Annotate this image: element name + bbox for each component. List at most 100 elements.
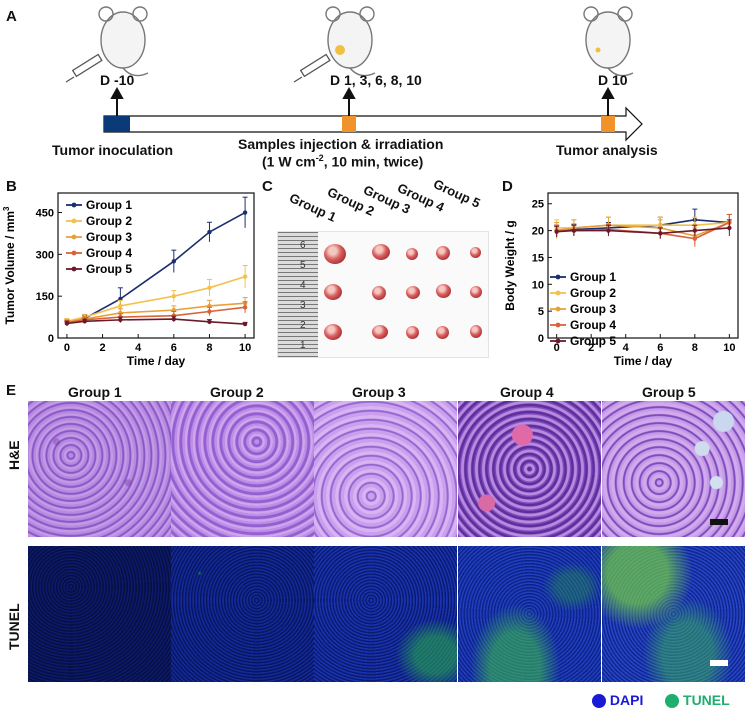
legend-marker — [555, 290, 561, 296]
data-point — [242, 274, 248, 279]
tumor — [436, 326, 449, 339]
column-header-group-5: Group 5 — [642, 384, 696, 400]
y-tick-label: 25 — [532, 199, 544, 211]
panel-letter-a: A — [6, 8, 17, 25]
x-axis-label: Time / day — [127, 354, 186, 368]
y-tick-label: 0 — [48, 333, 54, 345]
data-point — [207, 319, 212, 325]
legend-marker — [71, 250, 77, 256]
x-tick-label: 8 — [206, 342, 212, 354]
ruler-mark: 1 — [300, 340, 306, 351]
panel-letter-b: B — [6, 178, 17, 195]
y-tick-label: 20 — [532, 226, 544, 238]
row-label-he: H&E — [6, 440, 22, 470]
legend-label: Group 5 — [86, 262, 132, 276]
series-line-3 — [66, 302, 246, 323]
ruler-mark: 6 — [300, 240, 306, 251]
legend-label: Group 4 — [570, 318, 616, 332]
panel-letter-e: E — [6, 382, 17, 399]
data-point — [207, 229, 212, 235]
timeline-diagram — [65, 6, 643, 142]
y-tick-label: 0 — [538, 333, 544, 345]
micrograph-he-group-3 — [314, 401, 457, 537]
x-tick-label: 6 — [171, 342, 177, 354]
data-point — [606, 228, 611, 233]
label-irradiation-conditions: (1 W cm-2, 10 min, twice) — [262, 153, 424, 170]
ruler — [278, 232, 318, 357]
marker-day-10: D 10 — [598, 72, 628, 88]
micrograph-he-group-2 — [171, 401, 314, 537]
x-tick-label: 2 — [99, 342, 105, 354]
panel-letter-d: D — [502, 178, 513, 195]
data-point — [692, 236, 698, 241]
tumor — [436, 284, 451, 298]
legend-marker — [71, 202, 77, 208]
timeline-start-segment — [104, 116, 130, 132]
micrograph-he-group-4 — [458, 401, 601, 537]
legend-marker — [555, 322, 561, 328]
micrograph-tunel-group-2 — [171, 546, 314, 682]
ruler-mark: 4 — [300, 280, 306, 291]
column-header-group-1: Group 1 — [68, 384, 122, 400]
y-axis-label: Body Weight / g — [503, 220, 517, 310]
x-tick-label: 10 — [239, 342, 251, 354]
ruler-mark: 5 — [300, 260, 306, 271]
micrograph-tunel-group-1 — [28, 546, 171, 682]
series-line-3 — [556, 221, 730, 237]
series-line-4 — [66, 306, 246, 324]
legend-label: Group 3 — [86, 230, 132, 244]
y-tick-label: 15 — [532, 252, 544, 264]
tumor — [406, 248, 418, 260]
chart-body-weight: 0 2 4 6 8 10 0 5 10 15 20 25 Group 1 Group 2 Group 3 Gr… — [503, 192, 739, 368]
data-point — [118, 317, 123, 323]
y-tick-label: 5 — [538, 306, 544, 318]
plot-frame — [547, 192, 739, 339]
data-point — [82, 319, 87, 324]
tumor-photo: 6 5 4 3 2 1 — [277, 231, 489, 358]
panel-letter-c: C — [262, 178, 273, 195]
micrograph-tunel-group-3 — [314, 546, 457, 682]
tumor — [372, 325, 388, 339]
tumor — [470, 286, 482, 298]
tumor — [406, 326, 419, 339]
legend-marker — [555, 274, 561, 280]
tumor — [324, 324, 342, 340]
series-line-2 — [66, 275, 246, 323]
scale-bar-he — [710, 519, 728, 525]
legend-label: Group 4 — [86, 246, 132, 260]
y-tick-label: 300 — [36, 249, 54, 261]
label-samples-injection: Samples injection & irradiation — [238, 136, 444, 152]
ruler-mark: 3 — [300, 300, 306, 311]
micrograph-he-group-1 — [28, 401, 171, 537]
tumor — [372, 286, 386, 300]
data-point — [658, 231, 663, 236]
x-tick-label: 2 — [588, 342, 594, 354]
data-point — [118, 303, 123, 309]
y-tick-label: 150 — [36, 291, 54, 303]
legend-label: Group 2 — [570, 286, 616, 300]
micrograph-he-group-5 — [602, 401, 745, 537]
data-point — [171, 259, 177, 264]
dapi-dot-icon — [592, 694, 606, 709]
timeline-event-segment — [342, 116, 356, 132]
legend-marker — [71, 218, 77, 224]
x-tick-label: 8 — [692, 342, 698, 354]
x-tick-label: 0 — [64, 342, 70, 354]
legend-marker — [555, 306, 561, 312]
mouse-icon-1 — [98, 6, 149, 77]
y-tick-label: 450 — [36, 208, 54, 220]
y-tick-label: 10 — [532, 279, 544, 291]
data-point — [242, 321, 248, 327]
tumor — [406, 286, 420, 299]
tumor — [324, 244, 346, 264]
syringe-icon-2 — [293, 53, 331, 83]
data-point — [242, 305, 248, 310]
marker-day-minus-10: D -10 — [100, 72, 135, 88]
column-header-group-4: Group 4 — [500, 384, 554, 400]
label-tumor-inoculation: Tumor inoculation — [52, 142, 174, 158]
legend-dapi: DAPI — [609, 692, 644, 708]
x-tick-label: 10 — [723, 342, 735, 354]
data-point — [242, 210, 248, 215]
tumor — [470, 325, 482, 338]
tumor — [324, 284, 342, 300]
